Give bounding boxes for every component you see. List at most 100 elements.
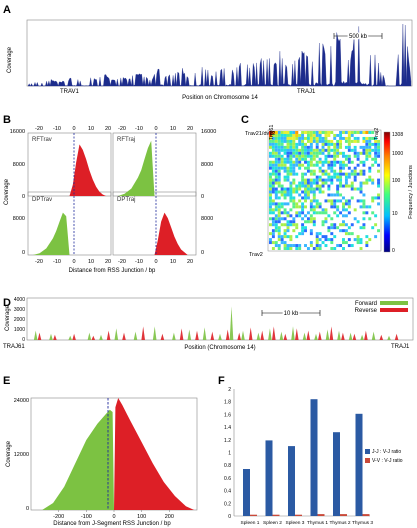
heatmap-cell — [306, 136, 310, 140]
heatmap-cell — [269, 181, 272, 185]
heatmap-cell — [292, 166, 296, 170]
heatmap-cell — [339, 211, 343, 215]
panel-c-colorbar-label: Frequency / Junctions — [408, 165, 414, 219]
heatmap-cell — [292, 181, 296, 185]
heatmap-cell — [342, 163, 345, 167]
panel-f-bar-jj — [355, 413, 363, 516]
heatmap-cell — [359, 160, 363, 164]
heatmap-cell — [292, 172, 296, 176]
heatmap-cell — [309, 244, 313, 248]
heatmap-cell — [298, 187, 302, 191]
heatmap-cell — [330, 131, 334, 134]
heatmap-cell — [318, 175, 322, 179]
panel-f-category-label: Thymus 2 — [329, 520, 350, 526]
heatmap-cell — [298, 193, 302, 197]
panel-f-ytick-label: 1.6 — [224, 412, 231, 418]
heatmap-cell — [292, 190, 296, 194]
panel-d-peak-forward — [218, 333, 222, 340]
heatmap-cell — [330, 202, 334, 206]
heatmap-cell — [353, 154, 357, 158]
heatmap-cell — [304, 181, 307, 185]
heatmap-cell — [274, 175, 278, 179]
heatmap-cell — [362, 172, 366, 176]
heatmap-cell — [301, 223, 305, 227]
heatmap-cell — [292, 223, 296, 227]
heatmap-cell — [289, 193, 293, 197]
panel-d-peak-reverse — [53, 334, 57, 340]
heatmap-cell — [321, 148, 325, 152]
heatmap-cell — [377, 154, 380, 158]
heatmap-cell — [283, 217, 287, 221]
panel-b-subplot-1-area — [69, 144, 106, 196]
panel-f-bar-vv — [272, 514, 280, 516]
panel-b-bottom-right-xtick-5: 20 — [187, 259, 193, 265]
heatmap-cell — [304, 196, 307, 200]
heatmap-cell — [353, 145, 357, 149]
heatmap-cell — [277, 139, 281, 143]
panel-d-peak-forward — [302, 332, 307, 340]
heatmap-cell — [374, 139, 378, 143]
heatmap-cell — [342, 172, 345, 176]
panel-d-ytick-3000: 3000 — [14, 307, 25, 313]
heatmap-cell — [336, 145, 340, 149]
heatmap-cell — [274, 196, 278, 200]
heatmap-cell — [350, 232, 354, 236]
heatmap-cell — [298, 214, 302, 218]
panel-d-peak-reverse — [341, 332, 345, 340]
heatmap-cell — [280, 166, 284, 170]
heatmap-cell — [277, 196, 281, 200]
heatmap-cell — [368, 151, 372, 155]
panel-d-ytick-1000: 1000 — [14, 327, 25, 333]
heatmap-cell — [339, 178, 343, 182]
heatmap-cell — [318, 160, 322, 164]
heatmap-cell — [306, 211, 310, 215]
heatmap-cell — [321, 169, 325, 173]
heatmap-cell — [289, 190, 293, 194]
heatmap-cell — [315, 211, 319, 215]
heatmap-cell — [368, 142, 372, 146]
heatmap-cell — [353, 151, 357, 155]
heatmap-cell — [374, 214, 378, 218]
heatmap-cell — [289, 133, 293, 137]
heatmap-cell — [344, 163, 348, 167]
heatmap-cell — [368, 154, 372, 158]
panel-d-peaks — [33, 306, 399, 340]
heatmap-cell — [269, 166, 272, 170]
heatmap-cell — [286, 148, 290, 152]
panel-b-top-right-xtick-5: 20 — [187, 126, 193, 132]
heatmap-cell — [295, 154, 299, 158]
heatmap-cell — [280, 184, 284, 188]
heatmap-cell — [318, 244, 322, 248]
heatmap-cell — [368, 217, 372, 221]
heatmap-cell — [333, 172, 337, 176]
heatmap-cell — [333, 247, 337, 251]
heatmap-cell — [312, 154, 316, 158]
heatmap-cell — [347, 157, 351, 161]
heatmap-cell — [339, 199, 343, 203]
panel-e-ylabel: Coverage — [6, 440, 12, 467]
heatmap-cell — [309, 133, 313, 137]
heatmap-cell — [327, 166, 331, 170]
heatmap-cell — [286, 187, 290, 191]
heatmap-cell — [274, 193, 278, 197]
heatmap-cell — [318, 157, 322, 161]
heatmap-cell — [292, 205, 296, 209]
panel-e-xtick-label: -100 — [81, 514, 92, 520]
heatmap-cell — [353, 217, 357, 221]
panel-d-legend-forward-label: Forward — [355, 301, 377, 307]
heatmap-cell — [365, 154, 369, 158]
panel-b-subplot-1-title: RFTrav — [32, 137, 52, 143]
heatmap-cell — [327, 142, 331, 146]
heatmap-cell — [356, 157, 360, 161]
heatmap-cell — [289, 139, 293, 143]
heatmap-cell — [304, 214, 307, 218]
heatmap-cell — [339, 223, 343, 227]
panel-c-heatmap-cells — [269, 131, 380, 251]
heatmap-cell — [330, 154, 334, 158]
heatmap-cell — [327, 214, 331, 218]
heatmap-cell — [289, 184, 293, 188]
heatmap-cell — [315, 199, 319, 203]
heatmap-cell — [368, 238, 372, 242]
heatmap-cell — [283, 178, 287, 182]
heatmap-cell — [301, 184, 305, 188]
